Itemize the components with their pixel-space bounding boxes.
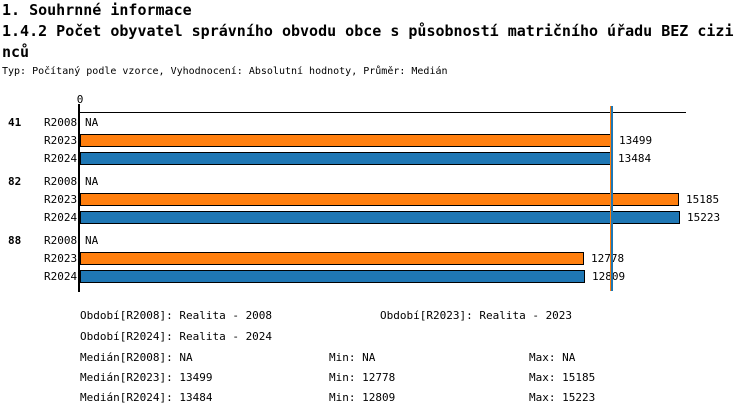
period-label-41-R2024: R2024	[44, 152, 78, 165]
group-label-82: 82	[8, 175, 22, 188]
bar-82-R2023	[80, 193, 679, 206]
bar-value-82-R2024: 15223	[687, 211, 721, 224]
legend-period-r2023: Období[R2023]: Realita - 2023	[380, 309, 573, 322]
bar-value-88-R2023: 12778	[591, 252, 625, 265]
bar-41-R2024	[80, 152, 611, 165]
bar-41-R2023	[80, 134, 612, 147]
group-label-88: 88	[8, 234, 22, 247]
bar-value-41-R2024: 13484	[618, 152, 652, 165]
bar-82-R2024	[80, 211, 680, 224]
chart-title-line2: nců	[2, 43, 30, 61]
period-label-41-R2008: R2008	[44, 116, 78, 129]
bar-na-88-R2008: NA	[85, 234, 99, 247]
stat-min-r2023: Min: 12778	[329, 371, 396, 384]
x-axis-tick-zero: 0	[76, 93, 84, 106]
bar-value-82-R2023: 15185	[686, 193, 720, 206]
period-label-88-R2008: R2008	[44, 234, 78, 247]
y-axis-line	[78, 104, 80, 292]
stat-max-r2023: Max: 15185	[529, 371, 596, 384]
plot-top-frame-line	[79, 112, 686, 113]
bar-value-41-R2023: 13499	[619, 134, 653, 147]
bar-value-88-R2024: 12809	[592, 270, 626, 283]
bar-88-R2024	[80, 270, 585, 283]
section-heading: 1. Souhrnné informace	[2, 1, 192, 19]
period-label-82-R2008: R2008	[44, 175, 78, 188]
stat-min-r2008: Min: NA	[329, 351, 376, 364]
chart-meta-line: Typ: Počítaný podle vzorce, Vyhodnocení:…	[2, 66, 448, 77]
stat-max-r2024: Max: 15223	[529, 391, 596, 404]
group-label-41: 41	[8, 116, 22, 129]
stat-median-r2008: Medián[R2008]: NA	[80, 351, 193, 364]
stat-min-r2024: Min: 12809	[329, 391, 396, 404]
legend-period-r2008: Období[R2008]: Realita - 2008	[80, 309, 273, 322]
period-label-88-R2023: R2023	[44, 252, 78, 265]
bar-88-R2023	[80, 252, 584, 265]
legend-period-r2024: Období[R2024]: Realita - 2024	[80, 330, 273, 343]
stat-max-r2008: Max: NA	[529, 351, 576, 364]
period-label-41-R2023: R2023	[44, 134, 78, 147]
period-label-82-R2023: R2023	[44, 193, 78, 206]
bar-na-82-R2008: NA	[85, 175, 99, 188]
stat-median-r2024: Medián[R2024]: 13484	[80, 391, 213, 404]
period-label-82-R2024: R2024	[44, 211, 78, 224]
bar-na-41-R2008: NA	[85, 116, 99, 129]
period-label-88-R2024: R2024	[44, 270, 78, 283]
stat-median-r2023: Medián[R2023]: 13499	[80, 371, 213, 384]
median-line-13484	[611, 106, 613, 291]
chart-title-line1: 1.4.2 Počet obyvatel správního obvodu ob…	[2, 22, 734, 40]
